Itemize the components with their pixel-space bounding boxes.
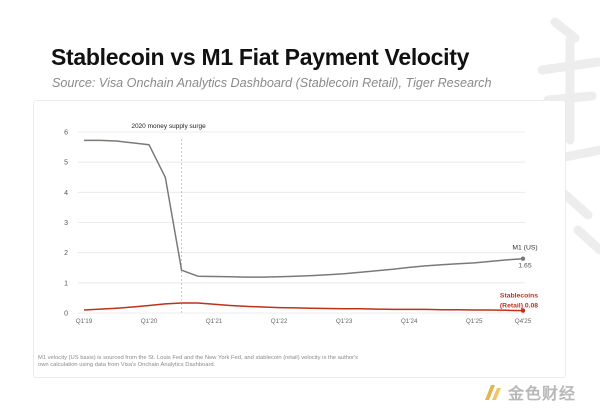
brand-watermark: 金色财经 [483, 383, 577, 403]
x-tick-label: Q1'19 [76, 318, 93, 325]
x-tick-label: Q1'24 [401, 318, 418, 325]
chart-subtitle: Source: Visa Onchain Analytics Dashboard… [52, 76, 492, 90]
x-tick-label: Q1'21 [206, 318, 223, 325]
y-tick-label: 6 [64, 130, 68, 137]
grid-layer [78, 131, 525, 314]
y-tick-label: 2 [64, 250, 68, 257]
legend-label-m1: M1 (US) [512, 245, 537, 252]
series-endpoint [520, 256, 526, 261]
brand-name: 金色财经 [508, 386, 577, 403]
brand-logo-icon [485, 385, 501, 400]
x-tick-label: Q1'22 [271, 318, 288, 325]
x-tick-label: Q1'20 [141, 318, 158, 325]
y-tick-label: 5 [64, 160, 68, 167]
x-tick-label: Q1'23 [336, 318, 353, 325]
annotation-label: 2020 money supply surge [131, 123, 206, 130]
line-chart: 0 1 2 3 4 5 6 Q1'19 Q1'20 Q1'21 Q1'22 Q1'23 Q1'24 Q1'… [64, 123, 538, 326]
annotation-layer: 2020 money supply surge [131, 123, 206, 313]
y-tick-label: 0 [64, 311, 68, 318]
y-tick-label: 4 [64, 190, 68, 197]
chart-title: Stablecoin vs M1 Fiat Payment Velocity [51, 44, 470, 70]
series-line [83, 302, 524, 312]
series-layer [83, 139, 526, 313]
end-value-m1: 1.65 [518, 263, 531, 270]
y-tick-label: 1 [64, 280, 68, 287]
footnote: M1 velocity (US basis) is sourced from t… [38, 355, 359, 368]
series-endpoint [520, 308, 526, 313]
legend-label-stablecoin: Stablecoins [500, 293, 538, 300]
chart-card: 0 1 2 3 4 5 6 Q1'19 Q1'20 Q1'21 Q1'22 Q1'23 Q1'24 Q1'… [34, 101, 565, 377]
axis-layer: 0 1 2 3 4 5 6 Q1'19 Q1'20 Q1'21 Q1'22 Q1'23 Q1'24 Q1'… [64, 130, 532, 326]
x-tick-label: Q4'25 [515, 318, 532, 325]
x-tick-label: Q1'25 [466, 318, 483, 325]
legend-label-stablecoin-sub: (Retail) 0.08 [500, 303, 538, 310]
series-line [84, 139, 524, 278]
label-layer: M1 (US) 1.65 Stablecoins (Retail) 0.08 [500, 245, 538, 310]
y-tick-label: 3 [64, 220, 68, 227]
